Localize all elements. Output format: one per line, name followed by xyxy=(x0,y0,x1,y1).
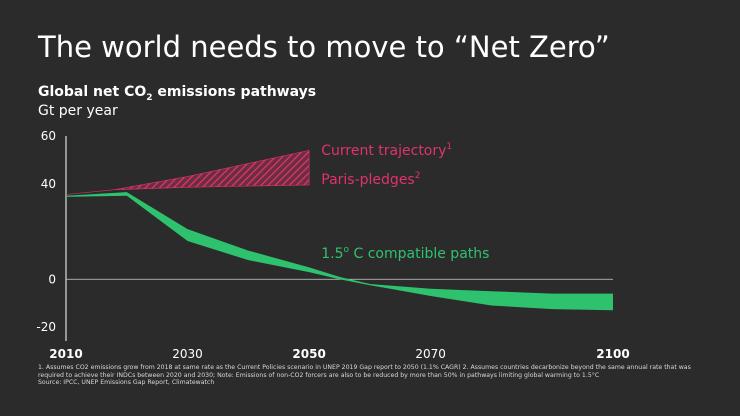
x-tick-label: 2100 xyxy=(596,347,629,361)
y-tick-label: 60 xyxy=(41,129,56,143)
annotation-text: 1.5 xyxy=(321,246,343,262)
series-band-0 xyxy=(65,149,310,195)
chart-title-subscript: 2 xyxy=(146,92,153,103)
footnote-assumptions: 1. Assumes CO2 emissions grow from 2018 … xyxy=(38,364,691,379)
chart-title-post: emissions pathways xyxy=(152,84,317,100)
chart-unit-label: Gt per year xyxy=(38,103,118,119)
annotation-text: Paris-pledges xyxy=(321,172,414,188)
slide-title: The world needs to move to “Net Zero” xyxy=(38,30,610,64)
y-tick-label: 40 xyxy=(41,177,56,191)
annotation-compatible: 1.5o C compatible paths xyxy=(321,245,489,262)
series-band-2 xyxy=(66,192,613,311)
annotation-superscript: 2 xyxy=(415,171,421,181)
chart-title: Global net CO2 emissions pathways xyxy=(38,84,316,103)
footnote-source: Source: IPCC, UNEP Emissions Gap Report,… xyxy=(38,379,215,387)
chart-title-pre: Global net CO xyxy=(38,84,147,100)
annotation-superscript: 1 xyxy=(446,142,452,152)
annotation-superscript: o xyxy=(344,245,350,255)
x-tick-label: 2070 xyxy=(415,347,446,361)
x-tick-label: 2010 xyxy=(49,347,82,361)
annotation-current: Current trajectory1 xyxy=(321,142,452,159)
y-tick-label: 0 xyxy=(48,272,56,286)
footnote: 1. Assumes CO2 emissions grow from 2018 … xyxy=(38,364,698,387)
x-tick-label: 2030 xyxy=(172,347,203,361)
annotation-text-rest: C compatible paths xyxy=(349,246,489,262)
y-tick-label: -20 xyxy=(36,320,56,334)
x-tick-label: 2050 xyxy=(292,347,325,361)
annotation-text: Current trajectory xyxy=(321,143,446,159)
annotation-paris: Paris-pledges2 xyxy=(321,171,420,188)
